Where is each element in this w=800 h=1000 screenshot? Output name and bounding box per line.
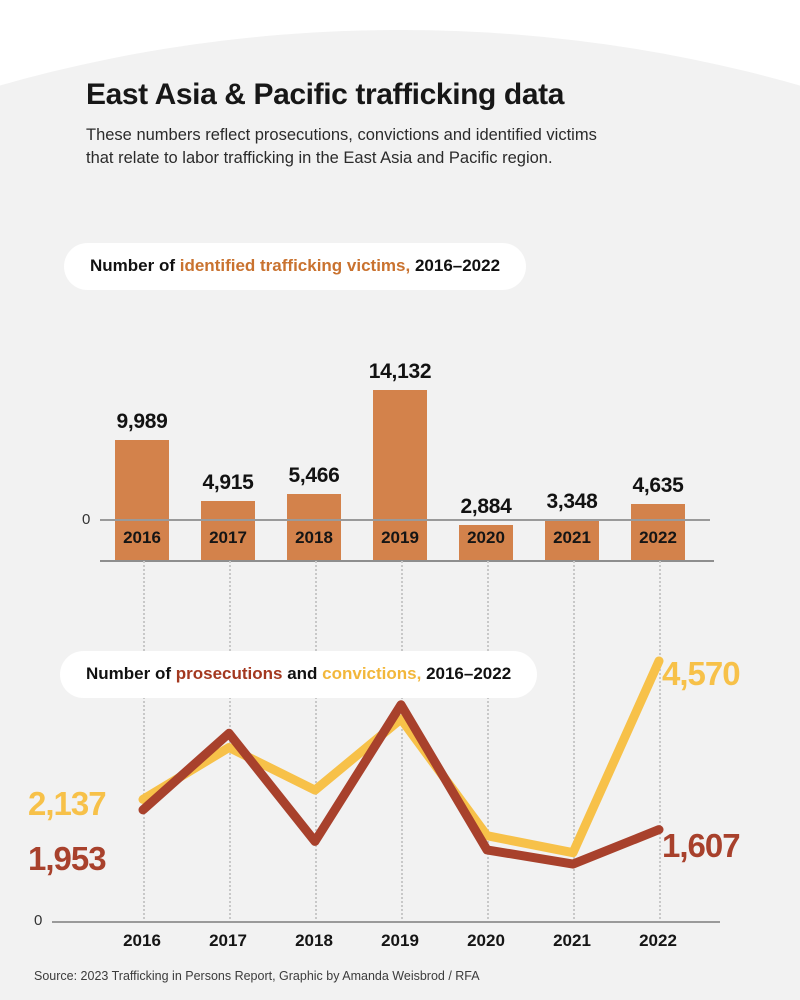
source-credit: Source: 2023 Trafficking in Persons Repo…: [34, 969, 480, 983]
pill-lines-accent-convictions: convictions,: [322, 664, 422, 683]
page-subtitle: These numbers reflect prosecutions, conv…: [86, 126, 597, 168]
bar-value-label: 14,132: [368, 360, 432, 383]
pill-victims-suffix: 2016–2022: [410, 256, 501, 275]
bar-chart-axis-line: [100, 519, 710, 521]
chart-label-prosecutions-convictions: Number of prosecutions and convictions, …: [60, 651, 538, 698]
bar-rect[interactable]: [115, 440, 169, 560]
bar-column[interactable]: 4,915: [186, 471, 270, 560]
line-year-label: 2017: [209, 931, 247, 950]
bar-year-label: 2019: [381, 528, 419, 547]
line-chart-axis-line: [52, 921, 720, 923]
bar-rect[interactable]: [201, 501, 255, 560]
prosecutions-end-label: 1,607: [662, 827, 741, 864]
line-year-label: 2018: [295, 931, 333, 950]
bar-column[interactable]: 14,132: [358, 360, 442, 560]
line-chart-svg: [138, 656, 664, 869]
line-year-label: 2019: [381, 931, 419, 950]
pill-victims-accent: identified trafficking victims,: [179, 256, 411, 275]
bar-chart-bottom-rule: [100, 560, 714, 562]
bar-rect[interactable]: [631, 504, 685, 560]
gridline: [659, 561, 661, 919]
gridline: [573, 561, 575, 919]
bar-year-label: 2022: [639, 528, 677, 547]
line-year-label: 2022: [639, 931, 677, 950]
bar-year-label: 2021: [553, 528, 591, 547]
pill-lines-suffix: 2016–2022: [421, 664, 512, 683]
pill-victims-prefix: Number of: [90, 256, 180, 275]
bar-column[interactable]: 2,884: [444, 495, 528, 560]
bar-chart-zero-label: 0: [82, 511, 91, 528]
bar-column[interactable]: 4,635: [616, 474, 700, 560]
bar-column[interactable]: 3,348: [530, 490, 614, 560]
line-series-prosecutions: [138, 700, 664, 869]
line-year-label: 2016: [123, 931, 161, 950]
gridline: [315, 561, 317, 919]
header: East Asia & Pacific trafficking data The…: [86, 78, 726, 171]
line-year-label: 2021: [553, 931, 591, 950]
bar-value-label: 5,466: [288, 464, 340, 487]
bar-value-label: 4,635: [632, 474, 684, 497]
bar-rect[interactable]: [287, 494, 341, 560]
bar-value-label: 3,348: [546, 490, 598, 513]
bar-value-label: 4,915: [202, 471, 254, 494]
convictions-end-label: 4,570: [662, 655, 741, 692]
line-chart-zero-label: 0: [34, 912, 43, 929]
bar-year-label: 2016: [123, 528, 161, 547]
bar-rect[interactable]: [373, 390, 427, 560]
prosecutions-start-label: 1,953: [28, 840, 107, 877]
line-year-label: 2020: [467, 931, 505, 950]
pill-lines-accent-prosecutions: prosecutions: [175, 664, 283, 683]
bar-year-label: 2018: [295, 528, 333, 547]
bar-year-label: 2020: [467, 528, 505, 547]
convictions-start-label: 2,137: [28, 785, 107, 822]
bar-column[interactable]: 5,466: [272, 464, 356, 560]
gridline: [143, 561, 145, 919]
bar-value-label: 2,884: [460, 495, 512, 518]
bar-column[interactable]: 9,989: [100, 410, 184, 560]
bar-rect[interactable]: [459, 525, 513, 560]
bar-chart-victims: 9,989 4,915 5,466 14,132 2,884 3,348 4,635: [0, 296, 800, 560]
page-title: East Asia & Pacific trafficking data: [86, 78, 564, 111]
bar-value-label: 9,989: [116, 410, 168, 433]
line-series-convictions: [138, 656, 664, 858]
chart-label-victims: Number of identified trafficking victims…: [64, 243, 527, 290]
gridline: [487, 561, 489, 919]
line-chart-prosecutions-convictions: [0, 640, 800, 925]
pill-lines-middle: and: [282, 664, 323, 683]
pill-lines-prefix: Number of: [86, 664, 176, 683]
bar-year-label: 2017: [209, 528, 247, 547]
gridline: [401, 561, 403, 919]
bar-rect[interactable]: [545, 520, 599, 560]
